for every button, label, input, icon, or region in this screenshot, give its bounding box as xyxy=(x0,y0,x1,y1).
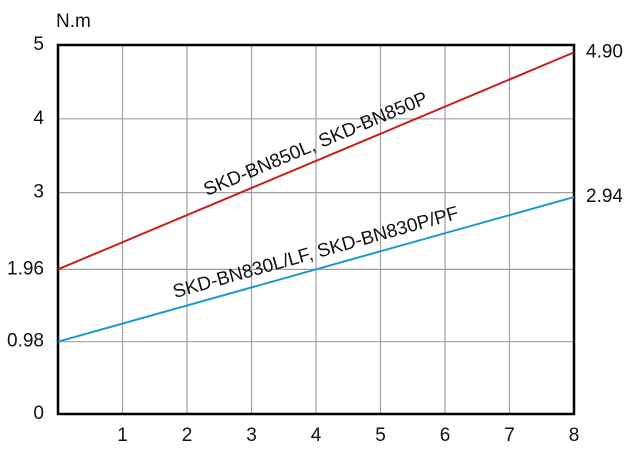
y-tick-label: 0 xyxy=(33,403,44,424)
y-tick-label: 4 xyxy=(33,108,44,129)
y-tick-label: 5 xyxy=(33,34,44,55)
x-tick-label: 1 xyxy=(117,425,128,446)
x-tick-label: 6 xyxy=(440,425,451,446)
x-tick-label: 3 xyxy=(246,425,257,446)
x-tick-label: 8 xyxy=(569,425,580,446)
y-axis-label: N.m xyxy=(56,11,91,32)
x-tick-label: 5 xyxy=(375,425,386,446)
x-tick-label: 4 xyxy=(311,425,322,446)
x-tick-label: 7 xyxy=(504,425,515,446)
line xyxy=(57,196,575,343)
y2-tick-label: 2.94 xyxy=(586,186,623,207)
plot-frame xyxy=(56,43,576,416)
y-tick-label: 1.96 xyxy=(7,258,44,279)
y-tick-label: 0.98 xyxy=(7,331,44,352)
y-tick-label: 3 xyxy=(33,182,44,203)
line xyxy=(57,51,575,271)
y2-tick-label: 4.90 xyxy=(586,41,623,62)
x-tick-label: 2 xyxy=(182,425,193,446)
